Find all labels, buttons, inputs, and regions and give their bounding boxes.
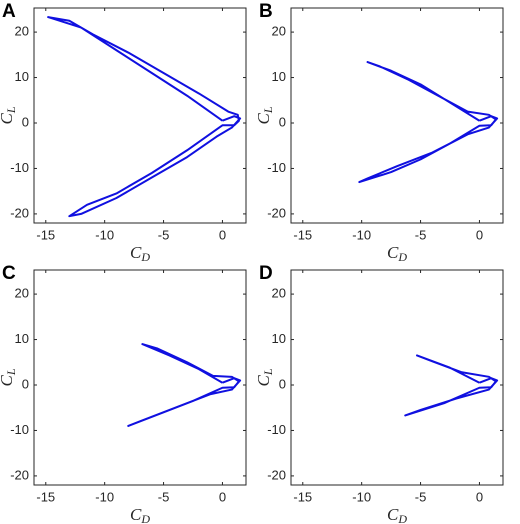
y-tick-label: 10 [272,69,286,84]
y-axis-label: CL [254,368,275,386]
plot-frame [290,269,504,486]
x-axis-label-subscript: D [397,512,407,524]
y-tick-label: -20 [10,205,29,220]
x-axis-label-subscript: D [397,250,407,264]
x-axis-label: CD [387,505,407,524]
x-tick-label: -10 [95,489,114,504]
x-axis-label-symbol: C [130,243,142,262]
x-tick-label: -5 [158,489,170,504]
x-axis-label-subscript: D [140,512,150,524]
y-tick-label: -10 [267,422,286,437]
panel-label: C [2,263,16,284]
y-tick-label: -10 [10,160,29,175]
y-tick-label: 20 [272,24,286,39]
curve [358,61,499,184]
plot-frame [33,269,247,486]
x-tick-label: -15 [293,227,312,242]
panel-label: D [259,263,273,284]
panel-label: A [2,1,16,22]
y-tick-label: 10 [272,331,286,346]
y-axis-label: CL [0,106,18,124]
y-axis-label: CL [254,106,275,124]
x-tick-label: 0 [476,489,483,504]
x-tick-label: -5 [415,227,427,242]
y-tick-label: 0 [22,376,29,391]
y-tick-label: 0 [22,114,29,129]
y-tick-label: -10 [10,422,29,437]
y-axis-label-symbol: C [0,375,16,387]
plot-frame [290,7,504,224]
y-axis-label-subscript: L [261,106,275,114]
x-tick-label: -15 [36,489,55,504]
y-tick-label: 10 [15,69,29,84]
y-tick-label: 20 [272,286,286,301]
y-axis-label-subscript: L [4,368,18,376]
x-axis-label-symbol: C [387,505,399,524]
y-axis-label-symbol: C [254,113,273,125]
y-tick-label: 0 [279,114,286,129]
curve [404,354,499,417]
panel-label: B [259,1,273,22]
y-axis-label-symbol: C [254,375,273,387]
x-tick-label: -10 [352,227,371,242]
y-axis-label-subscript: L [261,368,275,376]
y-tick-label: 20 [15,24,29,39]
x-tick-label: -10 [95,227,114,242]
y-axis-label-symbol: C [0,113,16,125]
curve [47,16,242,218]
x-axis-label: CD [130,505,150,524]
x-axis-label-symbol: C [387,243,399,262]
y-tick-label: -20 [267,467,286,482]
y-tick-label: -10 [267,160,286,175]
y-tick-label: 0 [279,376,286,391]
curve [127,343,242,427]
x-tick-label: -15 [293,489,312,504]
x-tick-label: 0 [219,227,226,242]
y-tick-label: 20 [15,286,29,301]
x-axis-label: CD [130,243,150,264]
y-axis-label-subscript: L [4,106,18,114]
x-tick-label: -5 [158,227,170,242]
x-tick-label: -15 [36,227,55,242]
y-axis-label: CL [0,368,18,386]
y-tick-label: -20 [267,205,286,220]
x-tick-label: -5 [415,489,427,504]
x-axis-label-subscript: D [140,250,150,264]
x-axis-label-symbol: C [130,505,142,524]
x-tick-label: 0 [476,227,483,242]
y-tick-label: -20 [10,467,29,482]
x-axis-label: CD [387,243,407,264]
plot-frame [33,7,247,224]
x-tick-label: 0 [219,489,226,504]
y-tick-label: 10 [15,331,29,346]
x-tick-label: -10 [352,489,371,504]
